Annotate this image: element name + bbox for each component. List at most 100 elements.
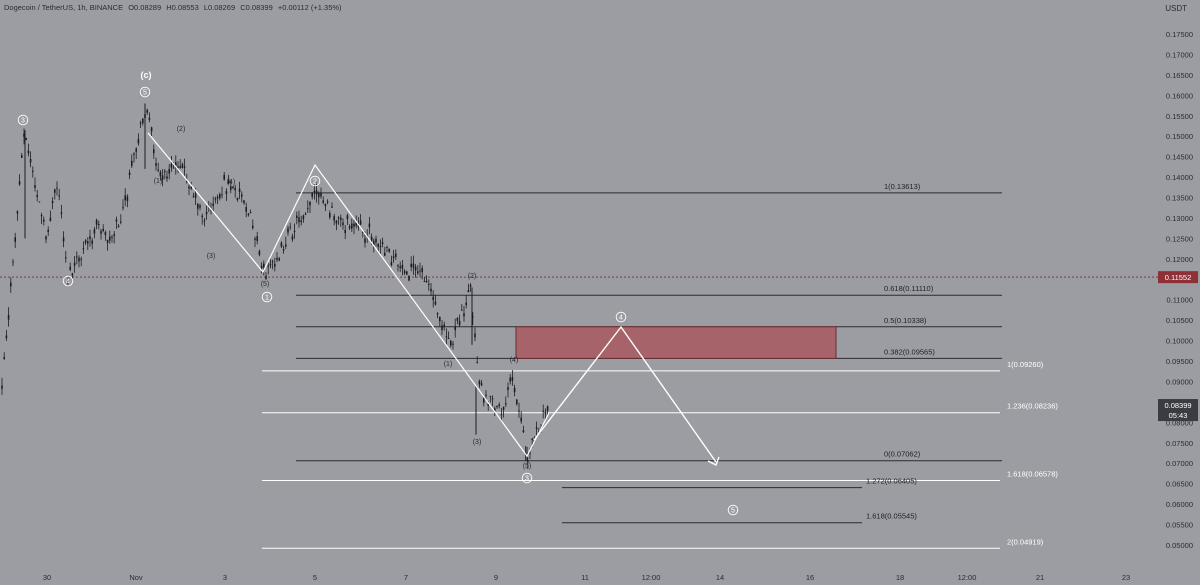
candle-body: [12, 261, 14, 263]
candle-body: [249, 212, 252, 214]
wave-label: 5: [143, 90, 147, 97]
open-value: O0.08289: [128, 3, 162, 12]
wave-label: 3: [21, 118, 25, 125]
candle-body: [441, 325, 443, 331]
high-value: H0.08553: [166, 3, 199, 12]
price-tick-label: 0.15500: [1166, 112, 1193, 121]
candle-body: [45, 236, 47, 240]
candle-body: [170, 163, 173, 168]
candle-body: [364, 238, 366, 243]
price-tick-label: 0.17500: [1166, 30, 1193, 39]
fib-level-label: 1.618(0.05545): [866, 512, 917, 521]
candle-body: [291, 236, 294, 240]
candle-body: [535, 427, 538, 430]
candle-body: [256, 236, 258, 241]
fib-level-label: 0.5(0.10338): [884, 316, 927, 325]
candle-body: [491, 398, 494, 400]
candle-body: [161, 175, 164, 180]
candle-body: [230, 186, 232, 190]
time-tick-label: 3: [223, 573, 227, 582]
candle-body: [159, 171, 162, 177]
candle-body: [146, 109, 148, 113]
price-tick-label: 0.17000: [1166, 50, 1193, 59]
candle-body: [71, 273, 74, 276]
fib-level-label: 1(0.13613): [884, 182, 921, 191]
candle-body: [157, 169, 159, 171]
price-tick-label: 0.07500: [1166, 439, 1193, 448]
candle-body: [1, 385, 3, 389]
candle-body: [87, 241, 89, 244]
candle-body: [29, 158, 32, 163]
candle-body: [25, 138, 27, 140]
candle-body: [445, 336, 448, 338]
price-tick-label: 0.06000: [1166, 500, 1193, 509]
candle-body: [346, 215, 349, 219]
candle-body: [447, 338, 450, 340]
candle-body: [113, 234, 115, 236]
candle-body: [80, 258, 82, 260]
candle-body: [296, 215, 298, 218]
candle-body: [425, 281, 428, 283]
wave-label: 4: [66, 279, 70, 286]
candle-body: [311, 192, 313, 197]
candle-body: [122, 207, 124, 209]
low-value: L0.08269: [203, 3, 236, 12]
candle-body: [76, 256, 78, 258]
candle-body: [14, 237, 16, 242]
price-tick-label: 0.11000: [1166, 296, 1193, 305]
candle-body: [342, 222, 344, 225]
candle-body: [467, 289, 470, 293]
candle-body: [49, 217, 52, 222]
candle-body: [452, 343, 454, 345]
price-tick-label: 0.12000: [1166, 255, 1193, 264]
candle-body: [128, 172, 131, 176]
candle-body: [241, 194, 243, 197]
candle-body: [326, 201, 329, 203]
price-tick-label: 0.10000: [1166, 337, 1193, 346]
candle-body: [109, 236, 111, 241]
candle-body: [298, 217, 300, 223]
candle-body: [395, 253, 397, 257]
candle-body: [337, 217, 340, 219]
candle-body: [333, 216, 335, 221]
candle-body: [201, 215, 203, 218]
candle-body: [164, 171, 166, 173]
candle-body: [265, 275, 267, 279]
candle-body: [509, 377, 511, 382]
candle-body: [243, 200, 245, 204]
time-tick-label: 21: [1036, 573, 1044, 582]
time-tick-label: 18: [896, 573, 904, 582]
candle-body: [3, 357, 5, 360]
candle-body: [406, 271, 408, 275]
candle-body: [335, 220, 338, 224]
candle-body: [232, 186, 234, 188]
candle-body: [329, 212, 331, 218]
candle-body: [205, 211, 208, 215]
candle-body: [428, 283, 430, 285]
candle-body: [84, 240, 87, 243]
time-tick-label: 23: [1122, 573, 1130, 582]
candle-body: [69, 266, 71, 270]
candle-body: [225, 191, 228, 195]
candle-body: [454, 326, 456, 331]
candle-body: [397, 265, 399, 267]
candle-body: [494, 408, 496, 411]
chart-header: Dogecoin / TetherUS, 1h, BINANCE O0.0828…: [4, 3, 345, 12]
fib-level-label: 0.382(0.09565): [884, 347, 935, 356]
wave-label: (3): [207, 253, 216, 260]
wave-label-circle: [261, 291, 273, 303]
candle-body: [60, 212, 63, 214]
candle-body: [476, 362, 478, 364]
candle-body: [489, 395, 492, 397]
candle-body: [511, 377, 514, 381]
candle-body: [289, 226, 291, 228]
candle-body: [181, 163, 184, 168]
candle-body: [282, 249, 285, 251]
candle-body: [527, 461, 529, 463]
candle-body: [247, 213, 250, 216]
candle-body: [51, 201, 54, 204]
time-tick-label: 7: [404, 573, 408, 582]
candle-body: [135, 148, 137, 152]
candle-body: [403, 271, 406, 274]
